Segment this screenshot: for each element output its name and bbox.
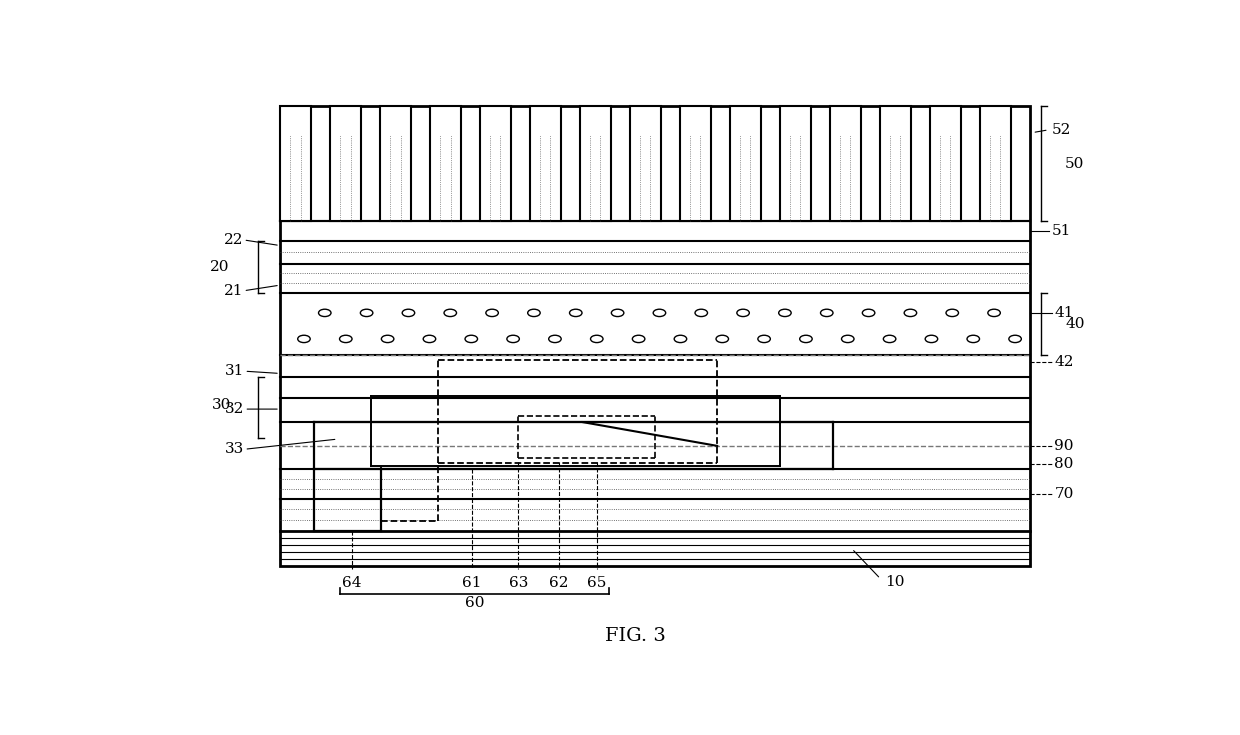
Bar [480, 107, 511, 221]
Text: 51: 51 [1052, 224, 1071, 238]
Bar [980, 107, 1011, 221]
Ellipse shape [988, 309, 1001, 317]
Bar [630, 107, 661, 221]
Bar [330, 107, 361, 221]
Bar [379, 107, 410, 221]
Ellipse shape [569, 309, 582, 317]
Text: 80: 80 [1054, 457, 1074, 471]
Ellipse shape [465, 335, 477, 343]
Text: 31: 31 [224, 364, 244, 379]
Ellipse shape [528, 309, 541, 317]
Ellipse shape [737, 309, 749, 317]
Ellipse shape [800, 335, 812, 343]
Text: 32: 32 [224, 402, 244, 416]
Ellipse shape [967, 335, 980, 343]
Ellipse shape [653, 309, 666, 317]
Bar [680, 107, 711, 221]
Ellipse shape [946, 309, 959, 317]
Ellipse shape [715, 335, 729, 343]
Ellipse shape [779, 309, 791, 317]
Text: FIG. 3: FIG. 3 [605, 627, 666, 645]
Ellipse shape [842, 335, 854, 343]
Ellipse shape [611, 309, 624, 317]
Ellipse shape [821, 309, 833, 317]
Text: 33: 33 [226, 442, 244, 456]
Text: 21: 21 [224, 284, 243, 298]
Ellipse shape [694, 309, 708, 317]
Text: 52: 52 [1052, 123, 1071, 137]
Text: 22: 22 [224, 233, 243, 247]
Ellipse shape [382, 335, 394, 343]
Ellipse shape [862, 309, 875, 317]
Ellipse shape [883, 335, 895, 343]
Bar [580, 107, 611, 221]
Ellipse shape [486, 309, 498, 317]
Text: 90: 90 [1054, 439, 1074, 453]
Text: 65: 65 [588, 576, 606, 590]
Bar [729, 107, 760, 221]
Ellipse shape [507, 335, 520, 343]
Ellipse shape [444, 309, 456, 317]
Ellipse shape [925, 335, 937, 343]
Text: 41: 41 [1054, 306, 1074, 320]
Text: 20: 20 [210, 260, 229, 274]
Text: 30: 30 [212, 398, 231, 412]
Ellipse shape [904, 309, 916, 317]
Bar [780, 107, 811, 221]
Ellipse shape [319, 309, 331, 317]
Text: 63: 63 [508, 576, 528, 590]
Bar [879, 107, 910, 221]
Bar [529, 107, 560, 221]
Text: 10: 10 [885, 576, 905, 589]
Bar [280, 107, 311, 221]
Text: 70: 70 [1054, 487, 1074, 501]
Ellipse shape [675, 335, 687, 343]
Text: 42: 42 [1054, 355, 1074, 369]
Ellipse shape [590, 335, 603, 343]
Ellipse shape [1009, 335, 1022, 343]
Ellipse shape [423, 335, 435, 343]
Ellipse shape [632, 335, 645, 343]
Ellipse shape [402, 309, 414, 317]
Text: 61: 61 [463, 576, 482, 590]
Text: 62: 62 [549, 576, 568, 590]
Text: 40: 40 [1065, 318, 1085, 331]
Ellipse shape [548, 335, 562, 343]
Text: 60: 60 [465, 595, 485, 609]
Ellipse shape [340, 335, 352, 343]
Bar [930, 107, 961, 221]
Text: 50: 50 [1065, 157, 1085, 171]
Bar [830, 107, 861, 221]
Ellipse shape [298, 335, 310, 343]
Bar [430, 107, 461, 221]
Bar [280, 107, 1029, 567]
Text: 64: 64 [342, 576, 362, 590]
Ellipse shape [361, 309, 373, 317]
Ellipse shape [758, 335, 770, 343]
